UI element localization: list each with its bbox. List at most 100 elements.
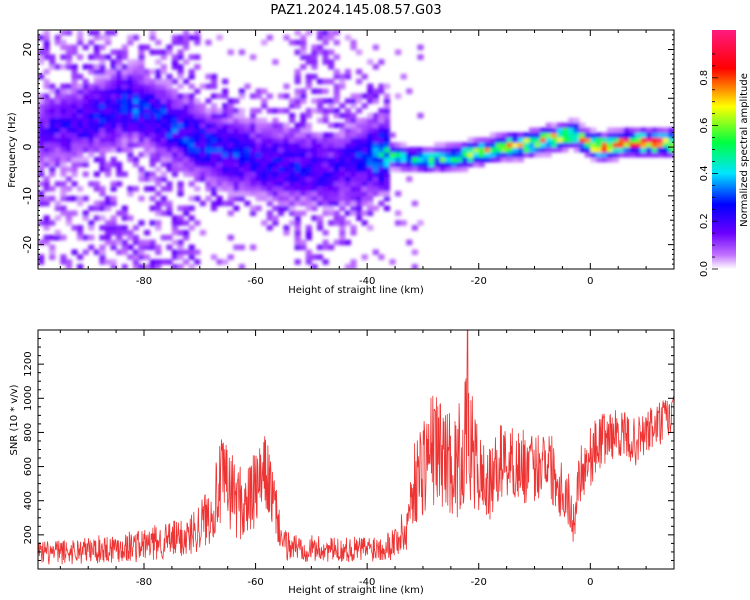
- heatmap-cell: [261, 88, 268, 95]
- heatmap-cell: [144, 88, 151, 95]
- heatmap-cell: [316, 161, 324, 168]
- heatmap-cell: [266, 132, 273, 138]
- heatmap-cell: [104, 54, 112, 60]
- heatmap-cell: [289, 156, 296, 163]
- heatmap-cell: [77, 98, 84, 104]
- heatmap-cell: [328, 190, 335, 197]
- heatmap-cell: [194, 166, 201, 173]
- heatmap-cell: [612, 137, 619, 143]
- heatmap-cell: [216, 186, 223, 192]
- heatmap-cell: [277, 166, 285, 173]
- heatmap-cell: [183, 161, 190, 168]
- heatmap-cell: [71, 142, 78, 148]
- heatmap-cell: [261, 166, 268, 173]
- heatmap-cell: [238, 122, 246, 129]
- heatmap-cell: [328, 147, 335, 153]
- heatmap-cell: [138, 254, 145, 260]
- heatmap-y-tick-label: -10: [21, 187, 34, 205]
- heatmap-cell: [43, 137, 50, 143]
- heatmap-cell: [277, 127, 285, 134]
- heatmap-cell: [171, 117, 179, 124]
- heatmap-cell: [155, 166, 162, 173]
- heatmap-cell: [183, 229, 190, 236]
- heatmap-cell: [501, 137, 508, 143]
- heatmap-cell: [144, 112, 151, 119]
- heatmap-cell: [300, 171, 307, 177]
- heatmap-cell: [623, 127, 630, 134]
- heatmap-cell: [372, 98, 379, 104]
- heatmap-cell: [289, 161, 296, 168]
- heatmap-cell: [255, 176, 262, 182]
- heatmap-cell: [350, 39, 357, 46]
- heatmap-cell: [65, 147, 73, 153]
- heatmap-cell: [160, 93, 167, 99]
- heatmap-cell: [305, 122, 312, 129]
- heatmap-cell: [316, 220, 324, 226]
- heatmap-cell: [540, 132, 547, 138]
- heatmap-cell: [121, 83, 128, 90]
- heatmap-cell: [316, 34, 324, 41]
- heatmap-cell: [188, 69, 195, 75]
- heatmap-cell: [300, 137, 307, 143]
- heatmap-cell: [372, 186, 379, 192]
- heatmap-cell: [171, 103, 179, 109]
- heatmap-cell: [38, 54, 45, 60]
- heatmap-cell: [149, 122, 156, 129]
- heatmap-cell: [328, 137, 335, 143]
- heatmap-cell: [183, 259, 190, 265]
- heatmap-cell: [127, 122, 134, 129]
- heatmap-cell: [93, 137, 100, 143]
- heatmap-cell: [222, 147, 229, 153]
- heatmap-cell: [367, 117, 374, 124]
- heatmap-cell: [344, 127, 352, 134]
- heatmap-cell: [294, 93, 301, 99]
- heatmap-cell: [618, 132, 625, 138]
- heatmap-cell: [517, 137, 524, 143]
- heatmap-cell: [305, 161, 312, 168]
- heatmap-cell: [121, 215, 128, 221]
- heatmap-cell: [322, 34, 329, 41]
- heatmap-cell: [171, 137, 179, 143]
- heatmap-cell: [93, 73, 100, 80]
- heatmap-cell: [272, 186, 279, 192]
- heatmap-cell: [383, 176, 391, 182]
- heatmap-cell: [339, 225, 346, 231]
- heatmap-cell: [255, 205, 262, 212]
- heatmap-cell: [60, 39, 67, 46]
- heatmap-cell: [534, 142, 541, 148]
- heatmap-cell: [121, 264, 128, 269]
- heatmap-cell: [316, 215, 324, 221]
- heatmap-cell: [138, 117, 145, 124]
- heatmap-cell: [434, 161, 441, 168]
- heatmap-cell: [99, 64, 106, 70]
- heatmap-cell: [104, 259, 112, 265]
- heatmap-cell: [216, 181, 223, 187]
- heatmap-cell: [417, 112, 424, 119]
- heatmap-cell: [177, 147, 184, 153]
- heatmap-cell: [356, 147, 363, 153]
- heatmap-cell: [38, 112, 45, 119]
- heatmap-cell: [411, 151, 418, 158]
- heatmap-cell: [54, 234, 61, 241]
- heatmap-cell: [60, 171, 67, 177]
- heatmap-cell: [160, 161, 167, 168]
- heatmap-cell: [289, 171, 296, 177]
- heatmap-cell: [210, 181, 218, 187]
- heatmap-cell: [289, 98, 296, 104]
- heatmap-cell: [406, 88, 413, 95]
- heatmap-cell: [657, 137, 664, 143]
- heatmap-cell: [71, 137, 78, 143]
- heatmap-cell: [372, 205, 379, 212]
- heatmap-cell: [60, 156, 67, 163]
- heatmap-cell: [294, 234, 301, 241]
- heatmap-cell: [601, 156, 608, 163]
- heatmap-cell: [344, 137, 352, 143]
- snr-y-tick-label: 1000: [23, 386, 34, 411]
- heatmap-cell: [99, 137, 106, 143]
- heatmap-cell: [601, 142, 608, 148]
- heatmap-cell: [99, 200, 106, 207]
- heatmap-cell: [378, 190, 385, 197]
- heatmap-cell: [127, 34, 134, 41]
- heatmap-cell: [177, 244, 184, 251]
- heatmap-cell: [378, 122, 385, 129]
